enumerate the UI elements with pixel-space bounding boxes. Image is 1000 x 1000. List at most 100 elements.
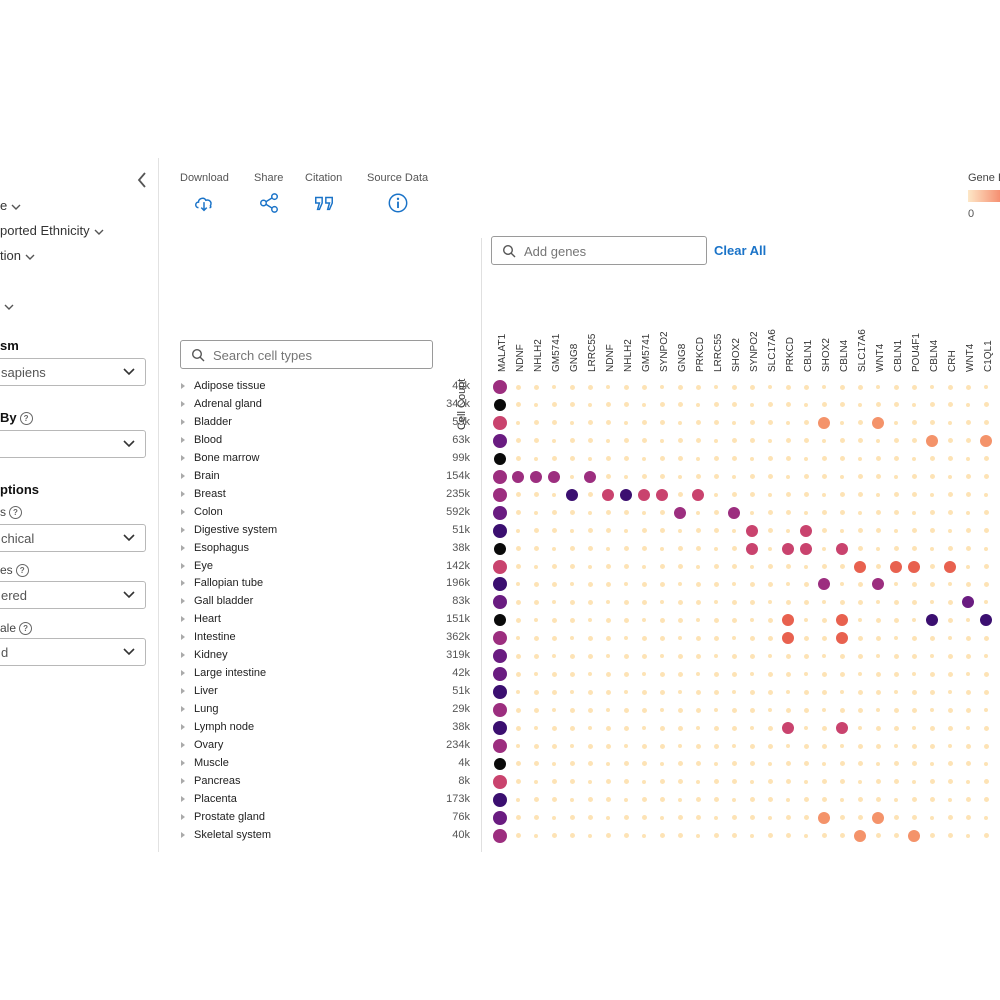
expression-dot[interactable] [767,456,773,462]
expression-dot[interactable] [623,546,629,552]
expression-dot[interactable] [893,761,899,767]
expression-dot[interactable] [767,779,773,785]
expression-dot[interactable] [493,487,507,502]
expression-dot[interactable] [641,528,647,534]
expression-dot[interactable] [641,438,647,444]
expression-dot[interactable] [587,546,593,552]
expression-dot[interactable] [768,546,772,551]
expression-dot[interactable] [493,433,507,448]
expression-dot[interactable] [911,797,917,803]
option3-select[interactable]: d [0,638,146,666]
expression-dot[interactable] [785,833,791,839]
expression-dot[interactable] [678,744,682,748]
expression-dot[interactable] [785,510,791,516]
expression-dot[interactable] [984,600,988,605]
expression-dot[interactable] [656,488,668,501]
expression-dot[interactable] [803,707,809,713]
expression-dot[interactable] [623,438,629,444]
expression-dot[interactable] [803,653,809,659]
expression-dot[interactable] [983,671,989,677]
expression-dot[interactable] [911,761,917,767]
expression-dot[interactable] [641,420,647,426]
expression-dot[interactable] [570,582,574,587]
expression-dot[interactable] [552,815,556,820]
expression-dot[interactable] [623,779,629,785]
expression-dot[interactable] [947,510,953,516]
expression-dot[interactable] [857,546,863,552]
expression-dot[interactable] [750,726,754,731]
expression-dot[interactable] [569,671,575,677]
expression-dot[interactable] [587,797,593,803]
expression-dot[interactable] [912,779,916,784]
expression-dot[interactable] [785,384,791,390]
expression-dot[interactable] [731,761,737,767]
expression-dot[interactable] [767,617,773,623]
expression-dot[interactable] [818,811,830,824]
expression-dot[interactable] [493,703,507,718]
expression-dot[interactable] [678,636,682,641]
tissue-row[interactable]: Skeletal system 40k [180,827,475,845]
expression-dot[interactable] [551,833,557,839]
expression-dot[interactable] [929,581,935,587]
expression-dot[interactable] [893,402,899,408]
expression-dot[interactable] [713,420,719,426]
gene-column-label[interactable]: CRH [944,328,962,372]
expression-dot[interactable] [642,618,646,623]
expression-dot[interactable] [588,618,592,623]
expression-dot[interactable] [515,815,521,821]
expression-dot[interactable] [552,708,556,713]
expression-dot[interactable] [588,564,592,569]
expression-dot[interactable] [587,743,593,749]
expression-dot[interactable] [803,815,809,821]
expression-dot[interactable] [713,797,719,803]
expression-dot[interactable] [605,456,611,462]
expression-dot[interactable] [731,833,737,839]
expression-dot[interactable] [947,761,953,767]
expression-dot[interactable] [516,690,520,695]
gene-column-label[interactable]: CBLN4 [926,328,944,372]
expression-dot[interactable] [659,420,665,426]
gene-column-label[interactable]: CBLN1 [800,328,818,372]
expression-dot[interactable] [821,725,827,731]
expression-dot[interactable] [551,743,557,749]
tissue-row[interactable]: Bladder 59k [180,414,475,432]
expression-dot[interactable] [750,564,754,569]
expression-dot[interactable] [947,617,953,623]
expression-dot[interactable] [588,726,592,731]
expression-dot[interactable] [534,618,538,623]
expression-dot[interactable] [803,474,809,480]
expression-dot[interactable] [696,672,700,677]
expression-dot[interactable] [822,385,826,389]
expand-triangle-icon[interactable] [181,436,185,443]
expression-dot[interactable] [659,743,665,749]
source-data-button[interactable]: Source Data [367,172,428,214]
expression-dot[interactable] [768,654,772,659]
expression-dot[interactable] [695,653,701,659]
expression-dot[interactable] [803,635,809,641]
expression-dot[interactable] [695,743,701,749]
add-genes-box[interactable] [491,236,707,265]
expression-dot[interactable] [714,438,718,443]
expression-dot[interactable] [749,492,755,498]
expression-dot[interactable] [677,833,683,839]
expression-dot[interactable] [642,726,646,731]
expression-dot[interactable] [782,722,794,735]
expression-dot[interactable] [534,726,538,731]
expression-dot[interactable] [894,474,898,479]
expression-dot[interactable] [512,470,524,483]
expand-triangle-icon[interactable] [181,490,185,497]
expression-dot[interactable] [534,510,538,515]
expression-dot[interactable] [605,581,611,587]
expression-dot[interactable] [731,707,737,713]
expand-triangle-icon[interactable] [181,454,185,461]
expression-dot[interactable] [660,815,664,820]
expression-dot[interactable] [623,707,629,713]
expression-dot[interactable] [983,456,989,462]
expression-dot[interactable] [983,689,989,695]
expression-dot[interactable] [660,546,664,551]
tissue-row[interactable]: Liver 51k [180,683,475,701]
expression-dot[interactable] [893,617,899,623]
tissue-row[interactable]: Adrenal gland 342k [180,396,475,414]
gene-column-label[interactable]: GM5741 [548,328,566,372]
expression-dot[interactable] [533,797,539,803]
